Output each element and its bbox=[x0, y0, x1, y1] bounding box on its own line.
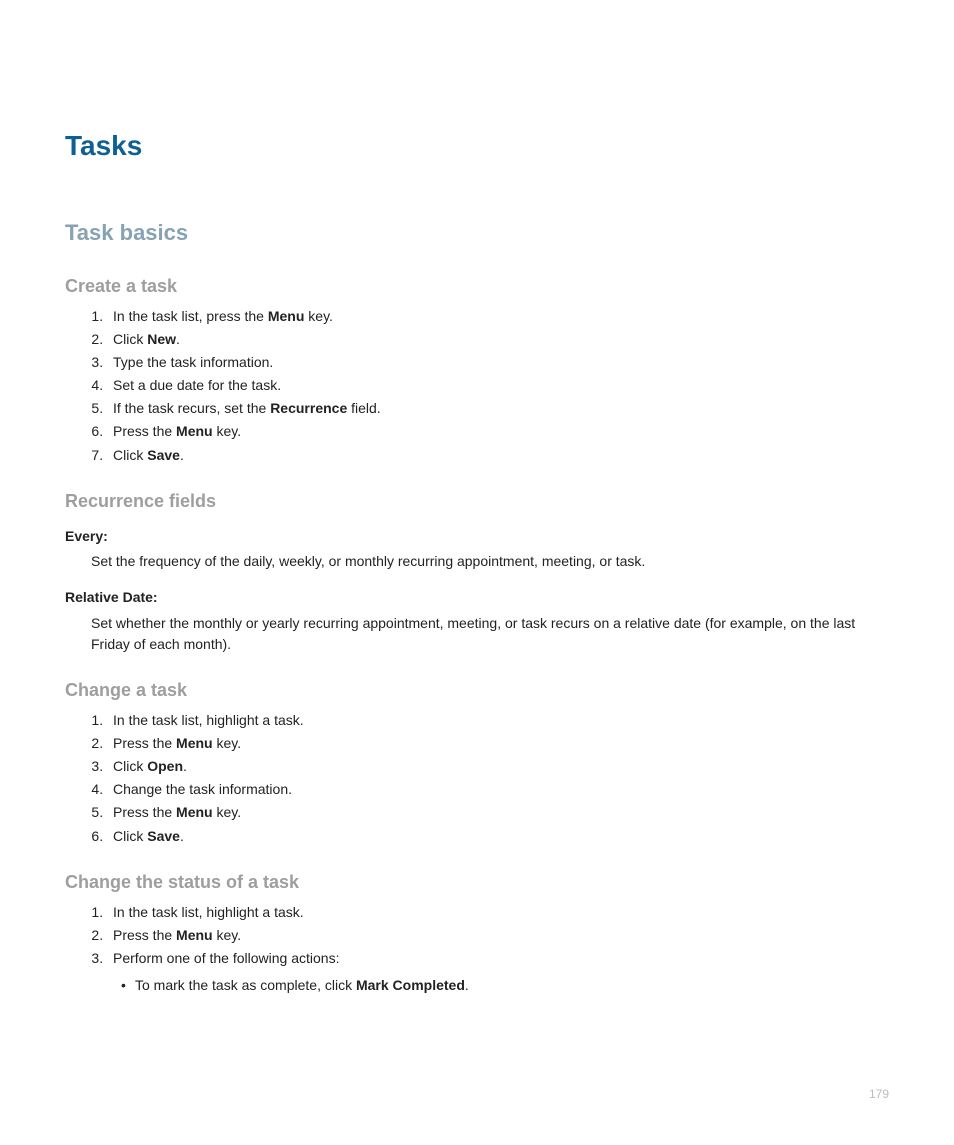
step-text: key. bbox=[213, 927, 242, 943]
step-text: field. bbox=[347, 400, 380, 416]
list-item: Click Open. bbox=[107, 755, 889, 778]
field-term-every: Every: bbox=[65, 526, 889, 548]
field-def-every: Set the frequency of the daily, weekly, … bbox=[91, 551, 889, 573]
step-text: Change the task information. bbox=[113, 781, 292, 797]
step-text: Type the task information. bbox=[113, 354, 273, 370]
list-item: Press the Menu key. bbox=[107, 801, 889, 824]
list-item: Press the Menu key. bbox=[107, 732, 889, 755]
step-text: . bbox=[183, 758, 187, 774]
step-bold: Save bbox=[147, 447, 180, 463]
step-text: Perform one of the following actions: bbox=[113, 950, 339, 966]
list-item: In the task list, press the Menu key. bbox=[107, 305, 889, 328]
page-title: Tasks bbox=[65, 130, 889, 162]
list-item: Click Save. bbox=[107, 444, 889, 467]
subsection-heading-change-task: Change a task bbox=[65, 680, 889, 701]
step-bold: New bbox=[147, 331, 176, 347]
step-text: In the task list, press the bbox=[113, 308, 268, 324]
subsection-heading-change-status: Change the status of a task bbox=[65, 872, 889, 893]
step-text: Click bbox=[113, 758, 147, 774]
bullet-text: To mark the task as complete, click bbox=[135, 977, 356, 993]
step-text: In the task list, highlight a task. bbox=[113, 712, 304, 728]
list-item: Type the task information. bbox=[107, 351, 889, 374]
page-number: 179 bbox=[869, 1087, 889, 1101]
change-status-sub-bullets: To mark the task as complete, click Mark… bbox=[113, 974, 889, 996]
step-text: . bbox=[180, 828, 184, 844]
recurrence-fields-list: Every: Set the frequency of the daily, w… bbox=[65, 526, 889, 656]
list-item: Set a due date for the task. bbox=[107, 374, 889, 397]
step-text: Press the bbox=[113, 423, 176, 439]
step-text: Press the bbox=[113, 804, 176, 820]
list-item: In the task list, highlight a task. bbox=[107, 901, 889, 924]
change-task-steps: In the task list, highlight a task. Pres… bbox=[65, 709, 889, 848]
bullet-bold: Mark Completed bbox=[356, 977, 465, 993]
list-item: In the task list, highlight a task. bbox=[107, 709, 889, 732]
step-bold: Menu bbox=[176, 804, 213, 820]
change-status-steps: In the task list, highlight a task. Pres… bbox=[65, 901, 889, 997]
list-item: Press the Menu key. bbox=[107, 924, 889, 947]
list-item: Click Save. bbox=[107, 825, 889, 848]
document-page: Tasks Task basics Create a task In the t… bbox=[0, 0, 954, 1145]
step-bold: Save bbox=[147, 828, 180, 844]
step-text: Press the bbox=[113, 927, 176, 943]
create-task-steps: In the task list, press the Menu key. Cl… bbox=[65, 305, 889, 467]
step-bold: Menu bbox=[176, 927, 213, 943]
step-text: . bbox=[176, 331, 180, 347]
list-item: Change the task information. bbox=[107, 778, 889, 801]
step-bold: Menu bbox=[176, 735, 213, 751]
step-text: Set a due date for the task. bbox=[113, 377, 281, 393]
step-bold: Open bbox=[147, 758, 183, 774]
step-text: key. bbox=[304, 308, 333, 324]
bullet-text: . bbox=[465, 977, 469, 993]
subsection-heading-create-task: Create a task bbox=[65, 276, 889, 297]
step-text: key. bbox=[213, 804, 242, 820]
section-heading-task-basics: Task basics bbox=[65, 220, 889, 246]
step-text: If the task recurs, set the bbox=[113, 400, 270, 416]
list-item: Click New. bbox=[107, 328, 889, 351]
list-item: To mark the task as complete, click Mark… bbox=[135, 974, 889, 996]
list-item: If the task recurs, set the Recurrence f… bbox=[107, 397, 889, 420]
step-text: Click bbox=[113, 447, 147, 463]
step-text: In the task list, highlight a task. bbox=[113, 904, 304, 920]
step-bold: Menu bbox=[176, 423, 213, 439]
step-text: Click bbox=[113, 331, 147, 347]
field-term-relative-date: Relative Date: bbox=[65, 587, 889, 609]
list-item: Press the Menu key. bbox=[107, 420, 889, 443]
step-text: Press the bbox=[113, 735, 176, 751]
step-text: key. bbox=[213, 423, 242, 439]
step-bold: Menu bbox=[268, 308, 305, 324]
step-text: Click bbox=[113, 828, 147, 844]
list-item: Perform one of the following actions: To… bbox=[107, 947, 889, 996]
step-text: . bbox=[180, 447, 184, 463]
step-text: key. bbox=[213, 735, 242, 751]
subsection-heading-recurrence-fields: Recurrence fields bbox=[65, 491, 889, 512]
field-def-relative-date: Set whether the monthly or yearly recurr… bbox=[91, 613, 889, 656]
step-bold: Recurrence bbox=[270, 400, 347, 416]
